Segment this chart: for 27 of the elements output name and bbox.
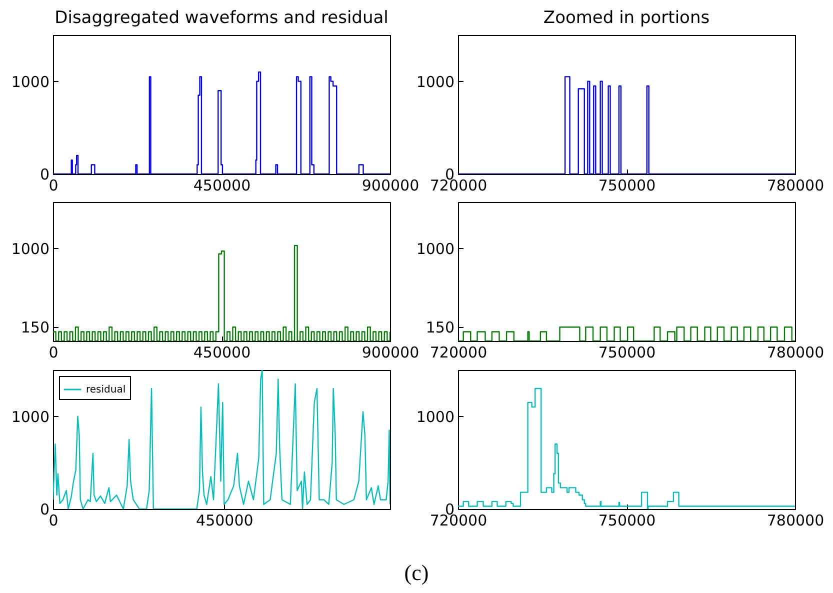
y-tick-label: 1000 — [11, 240, 50, 258]
x-tick-label: 720000 — [430, 344, 488, 362]
y-tick-label: 0 — [40, 166, 50, 184]
line-series — [53, 370, 390, 509]
x-tick-label: 780000 — [766, 344, 824, 362]
x-tick-label: 750000 — [598, 176, 656, 194]
y-tick-label: 1000 — [416, 240, 454, 258]
chart-title: Disaggregated waveforms and residual — [54, 8, 388, 28]
y-tick-label: 150 — [20, 318, 50, 337]
x-tick-label: 450000 — [193, 344, 251, 362]
y-tick-label: 1000 — [416, 72, 454, 91]
y-tick-label: 0 — [40, 500, 50, 518]
text: (c) — [403, 560, 430, 586]
x-tick-label: 750000 — [598, 344, 656, 362]
legend-label: residual — [86, 384, 126, 396]
y-tick-label: 1000 — [416, 408, 454, 426]
x-tick-label: 450000 — [196, 512, 254, 530]
y-tick-label: 1000 — [11, 72, 50, 91]
y-tick-label: 150 — [426, 318, 454, 337]
x-tick-label: 750000 — [598, 512, 656, 530]
x-tick-label: 900000 — [362, 176, 420, 194]
x-tick-label: 780000 — [766, 176, 824, 194]
y-tick-label: 1000 — [11, 408, 50, 426]
chart-title: Zoomed in portions — [543, 8, 710, 28]
x-tick-label: 780000 — [766, 512, 824, 530]
x-tick-label: 900000 — [362, 344, 420, 362]
x-tick-label: 450000 — [193, 176, 251, 194]
